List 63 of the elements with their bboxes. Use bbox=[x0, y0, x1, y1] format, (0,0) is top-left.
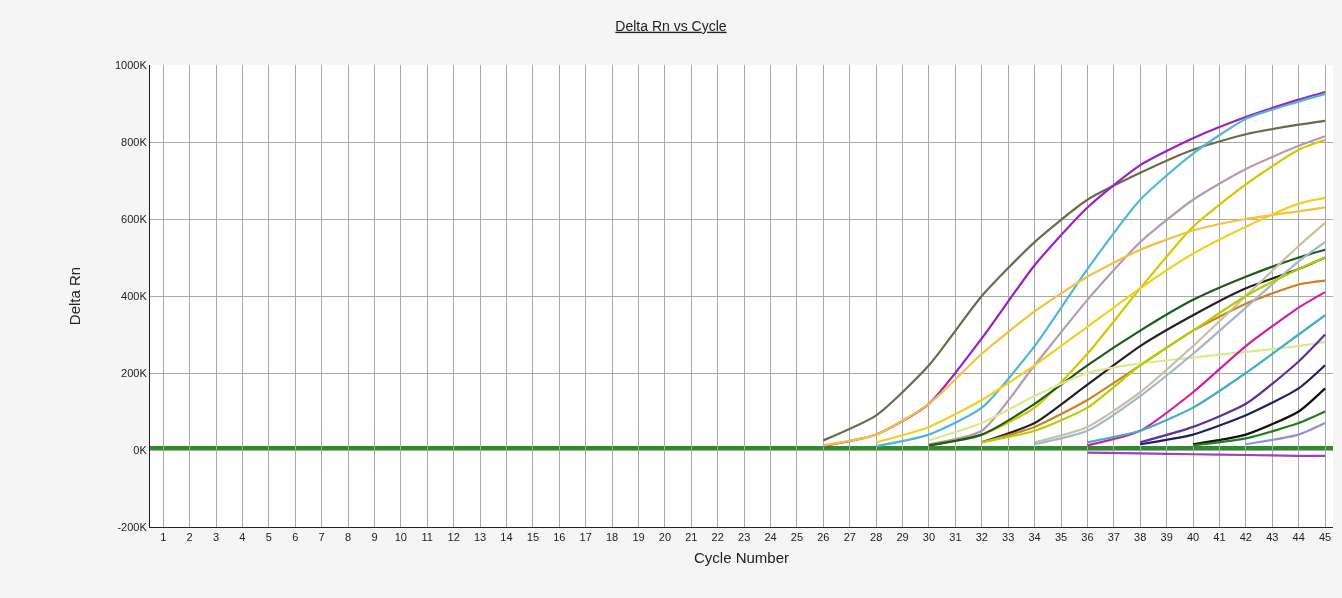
x-tick-label: 7 bbox=[318, 531, 325, 544]
x-tick-label: 4 bbox=[239, 531, 246, 544]
x-tick-label: 26 bbox=[817, 531, 830, 544]
x-tick-label: 39 bbox=[1160, 531, 1173, 544]
y-tick-label: 400K bbox=[121, 289, 148, 302]
x-tick-label: 13 bbox=[473, 531, 487, 544]
x-tick-label: 32 bbox=[975, 531, 988, 544]
x-tick-label: 8 bbox=[344, 531, 352, 544]
x-tick-label: 5 bbox=[265, 531, 272, 544]
x-tick-label: 31 bbox=[949, 531, 962, 544]
line-series bbox=[1086, 314, 1327, 444]
x-tick-label: 38 bbox=[1134, 531, 1147, 544]
x-tick-label: 22 bbox=[711, 531, 724, 544]
x-tick-label: 9 bbox=[371, 531, 378, 544]
x-tick-label: 20 bbox=[658, 531, 672, 544]
y-tick-label: 200K bbox=[121, 366, 148, 379]
x-tick-label: 34 bbox=[1028, 531, 1041, 544]
x-tick-label: 29 bbox=[896, 531, 909, 544]
y-tick-label: 1000K bbox=[114, 58, 148, 71]
x-tick-label: 30 bbox=[922, 531, 936, 544]
x-tick-label: 3 bbox=[212, 531, 220, 544]
x-tick-label: 23 bbox=[738, 531, 751, 544]
line-series bbox=[1086, 291, 1327, 447]
x-tick-label: 1 bbox=[160, 531, 167, 544]
chart-title: Delta Rn vs Cycle bbox=[615, 17, 727, 34]
x-tick-label: 43 bbox=[1266, 531, 1279, 544]
x-tick-label: 12 bbox=[447, 531, 460, 544]
y-axis-title: Delta Rn bbox=[66, 266, 84, 326]
y-tick-label: 0K bbox=[133, 443, 148, 456]
y-tick-label: 600K bbox=[121, 212, 148, 225]
line-series bbox=[927, 248, 1327, 447]
x-tick-label: 2 bbox=[186, 531, 193, 544]
x-tick-label: 45 bbox=[1318, 531, 1332, 544]
x-tick-label: 36 bbox=[1081, 531, 1094, 544]
x-tick-label: 41 bbox=[1213, 531, 1226, 544]
x-tick-label: 11 bbox=[421, 531, 433, 544]
x-tick-label: 25 bbox=[790, 531, 804, 544]
x-tick-label: 18 bbox=[605, 531, 619, 544]
x-tick-label: 21 bbox=[685, 531, 698, 544]
x-tick-label: 40 bbox=[1186, 531, 1200, 544]
x-tick-label: 14 bbox=[500, 531, 513, 544]
x-tick-label: 6 bbox=[292, 531, 299, 544]
x-tick-label: 24 bbox=[764, 531, 777, 544]
x-tick-label: 17 bbox=[579, 531, 592, 544]
line-series bbox=[1191, 410, 1327, 447]
line-series bbox=[927, 341, 1327, 442]
x-tick-label: 44 bbox=[1292, 531, 1305, 544]
x-tick-label: 37 bbox=[1107, 531, 1120, 544]
x-tick-label: 33 bbox=[1002, 531, 1015, 544]
x-tick-label: 27 bbox=[843, 531, 856, 544]
x-tick-label: 42 bbox=[1239, 531, 1252, 544]
line-series bbox=[1139, 333, 1327, 444]
x-axis-title: Cycle Number bbox=[693, 549, 790, 567]
x-tick-label: 19 bbox=[632, 531, 645, 544]
y-tick-label: 800K bbox=[121, 135, 148, 148]
line-series bbox=[1139, 364, 1327, 446]
x-tick-label: 15 bbox=[526, 531, 540, 544]
x-tick-label: 16 bbox=[553, 531, 566, 544]
x-tick-label: 28 bbox=[870, 531, 883, 544]
x-tick-label: 35 bbox=[1054, 531, 1068, 544]
y-tick-label: -200K bbox=[117, 520, 148, 533]
x-tick-label: 10 bbox=[394, 531, 407, 544]
line-series bbox=[1191, 387, 1327, 446]
